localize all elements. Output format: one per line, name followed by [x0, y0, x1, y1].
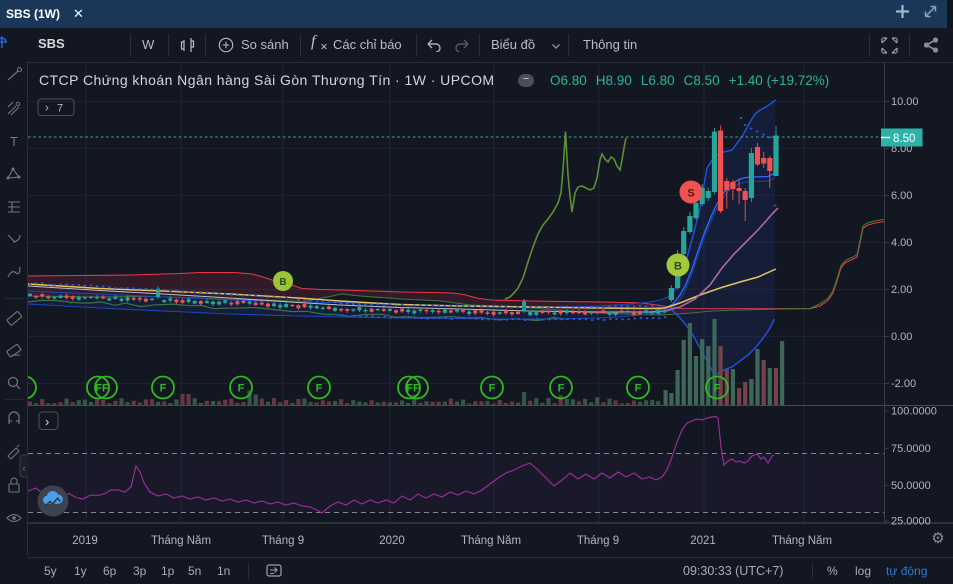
svg-text:8.50: 8.50	[893, 133, 915, 145]
svg-text:F: F	[238, 383, 245, 395]
svg-text:›: ›	[45, 414, 49, 429]
svg-text:F: F	[160, 383, 167, 395]
svg-text:B: B	[674, 261, 682, 273]
svg-text:Tháng 9: Tháng 9	[262, 535, 304, 547]
svg-text:FF: FF	[95, 383, 109, 395]
svg-text:2019: 2019	[72, 535, 98, 547]
svg-text:›: ›	[45, 103, 49, 115]
svg-text:2.00: 2.00	[891, 284, 912, 296]
svg-text:⚙: ⚙	[931, 530, 944, 547]
svg-text:B: B	[279, 277, 286, 288]
svg-text:Tháng Năm: Tháng Năm	[461, 535, 521, 547]
svg-text:50.0000: 50.0000	[891, 480, 931, 492]
svg-text:Tháng Năm: Tháng Năm	[151, 535, 211, 547]
svg-text:F: F	[635, 383, 642, 395]
svg-text:25.0000: 25.0000	[891, 516, 931, 528]
svg-text:6.00: 6.00	[891, 190, 912, 202]
svg-text:‹: ‹	[23, 463, 26, 473]
svg-text:F: F	[316, 383, 323, 395]
svg-text:10.00: 10.00	[891, 96, 919, 108]
svg-text:Tháng 9: Tháng 9	[577, 535, 619, 547]
svg-text:2021: 2021	[690, 535, 716, 547]
svg-text:100.0000: 100.0000	[891, 406, 937, 418]
svg-text:4.00: 4.00	[891, 237, 912, 249]
svg-text:T: T	[10, 134, 18, 149]
svg-text:75.0000: 75.0000	[891, 443, 931, 455]
svg-text:F: F	[714, 383, 721, 395]
svg-text:-2.00: -2.00	[891, 378, 916, 390]
svg-text:F: F	[489, 383, 496, 395]
svg-text:F: F	[558, 383, 565, 395]
svg-text:0.00: 0.00	[891, 331, 912, 343]
svg-text:2020: 2020	[379, 535, 405, 547]
svg-text:FF: FF	[406, 383, 420, 395]
svg-text:7: 7	[57, 103, 63, 115]
svg-text:Tháng Năm: Tháng Năm	[772, 535, 832, 547]
svg-text:S: S	[687, 188, 694, 200]
